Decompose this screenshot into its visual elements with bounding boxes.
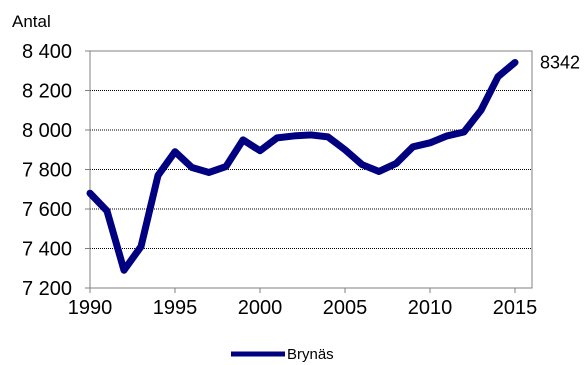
y-tick-label: 7 800 [22,160,72,182]
y-tick-label: 7 400 [22,239,72,261]
y-tick-label: 8 200 [22,81,72,103]
x-axis-tick-labels: 1990 1995 2000 2005 2010 2015 [68,288,538,319]
grid-lines [90,90,532,249]
y-tick-label: 8 000 [22,120,72,142]
legend: Brynäs [231,346,334,363]
x-tick-label: 2015 [493,297,538,319]
series-lines [86,58,519,274]
y-axis-tick-labels: 7 200 7 400 7 600 7 800 8 000 8 200 8 400 [22,41,90,300]
legend-label-brynas: Brynäs [287,346,334,363]
series-line-brynas [86,58,519,274]
y-axis-title: Antal [12,12,51,31]
x-tick-label: 2010 [408,297,453,319]
x-tick-label: 1990 [68,297,113,319]
y-tick-label: 7 200 [22,278,72,300]
y-tick-label: 8 400 [22,41,72,63]
x-tick-label: 2005 [323,297,368,319]
x-tick-label: 2000 [238,297,283,319]
y-tick-label: 7 600 [22,199,72,221]
end-value-label: 8342 [540,52,580,72]
x-tick-label: 1995 [153,297,198,319]
